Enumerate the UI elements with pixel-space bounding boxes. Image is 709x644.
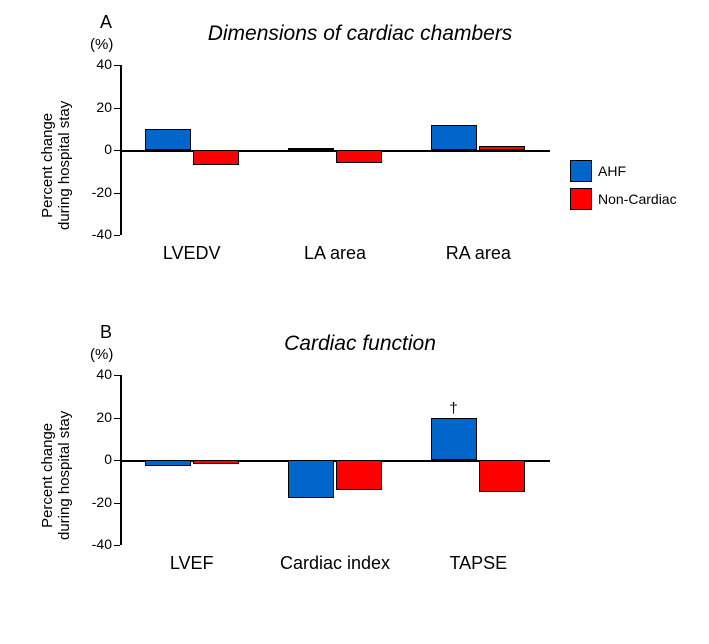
legend-swatch <box>570 160 592 182</box>
y-tick-label: 0 <box>76 451 112 467</box>
bar <box>479 146 525 150</box>
y-tick-label: 40 <box>76 56 112 72</box>
panel-b-plot: -40-2002040LVEFCardiac indexTAPSE† <box>120 375 550 545</box>
legend-item: Non-Cardiac <box>570 188 677 210</box>
y-tick-label: 40 <box>76 366 112 382</box>
bar <box>145 460 191 466</box>
category-label: LA area <box>263 243 406 264</box>
bar <box>193 150 239 165</box>
category-label: LVEDV <box>120 243 263 264</box>
y-tick-label: 0 <box>76 141 112 157</box>
panel-a-plot: -40-2002040LVEDVLA areaRA area <box>120 65 550 235</box>
bar <box>145 129 191 150</box>
panel-a-y-axis-label: Percent changeduring hospital stay <box>40 101 73 230</box>
y-tick-label: -40 <box>76 226 112 242</box>
category-label: LVEF <box>120 553 263 574</box>
panel-b-label: B <box>100 322 112 343</box>
bar <box>288 148 334 150</box>
panel-a-label: A <box>100 12 112 33</box>
bar <box>336 460 382 490</box>
y-tick-label: -20 <box>76 184 112 200</box>
y-tick-label: 20 <box>76 99 112 115</box>
y-tick-label: -40 <box>76 536 112 552</box>
legend: AHF Non-Cardiac <box>570 160 677 216</box>
legend-label: AHF <box>598 163 626 179</box>
panel-b-y-axis-label: Percent changeduring hospital stay <box>40 411 73 540</box>
bar <box>479 460 525 492</box>
bar <box>336 150 382 163</box>
bar <box>288 460 334 498</box>
y-tick-label: 20 <box>76 409 112 425</box>
panel-a-y-unit: (%) <box>90 36 113 53</box>
bar <box>431 125 477 151</box>
category-label: RA area <box>407 243 550 264</box>
bar <box>193 460 239 464</box>
panel-b-y-unit: (%) <box>90 346 113 363</box>
y-tick-label: -20 <box>76 494 112 510</box>
bar <box>431 418 477 461</box>
legend-item: AHF <box>570 160 677 182</box>
legend-label: Non-Cardiac <box>598 191 677 207</box>
panel-a-title: Dimensions of cardiac chambers <box>170 22 550 46</box>
annotation-dagger: † <box>449 400 457 417</box>
legend-swatch <box>570 188 592 210</box>
category-label: Cardiac index <box>263 553 406 574</box>
panel-b-title: Cardiac function <box>170 332 550 356</box>
category-label: TAPSE <box>407 553 550 574</box>
